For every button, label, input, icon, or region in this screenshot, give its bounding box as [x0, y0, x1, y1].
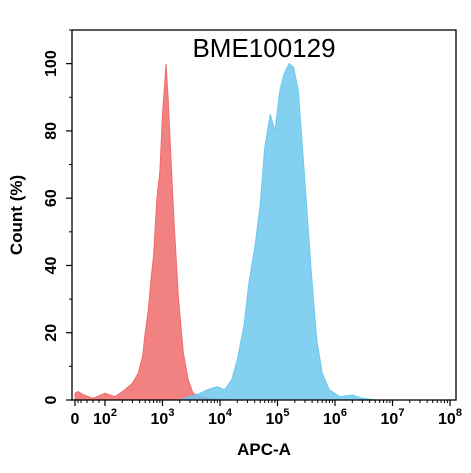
x-tick-label-exponent: 4	[226, 407, 233, 419]
x-tick-label-exponent: 8	[456, 407, 462, 419]
y-tick-label: 80	[43, 122, 60, 140]
x-tick-label-base: 10	[151, 411, 169, 428]
series-layer	[74, 62, 376, 401]
x-tick-label-base: 10	[266, 411, 284, 428]
x-tick-label: 106	[323, 407, 347, 428]
x-tick-label: 108	[438, 407, 462, 428]
series-area-2	[179, 62, 376, 401]
x-tick-label-base: 10	[381, 411, 399, 428]
x-tick-label: 102	[93, 407, 117, 428]
series-area-1	[74, 63, 238, 401]
x-tick-label: 104	[208, 407, 233, 428]
x-tick-label-exponent: 7	[398, 407, 404, 419]
x-tick-label-exponent: 3	[168, 407, 174, 419]
x-tick-label-exponent: 5	[283, 407, 289, 419]
y-tick-label: 20	[43, 324, 60, 342]
x-tick-label-base: 0	[71, 411, 80, 428]
x-tick-label-exponent: 2	[111, 407, 117, 419]
x-tick-label: 0	[71, 411, 80, 428]
x-tick-label: 107	[381, 407, 405, 428]
x-tick-label-base: 10	[323, 411, 341, 428]
x-tick-label-base: 10	[93, 411, 111, 428]
y-axis-title: Count (%)	[7, 175, 26, 255]
plot-area-frame	[71, 29, 457, 401]
x-tick-label: 103	[151, 407, 175, 428]
chart-title: BME100129	[192, 33, 335, 63]
x-tick-label-base: 10	[438, 411, 456, 428]
x-tick-label: 105	[266, 407, 290, 428]
x-tick-label-exponent: 6	[341, 407, 347, 419]
y-tick-label: 60	[43, 189, 60, 207]
x-axis-title: APC-A	[237, 440, 291, 459]
y-tick-label: 0	[43, 395, 60, 404]
x-tick-label-base: 10	[208, 411, 226, 428]
y-tick-label: 40	[43, 256, 60, 274]
y-tick-label: 100	[43, 50, 60, 77]
